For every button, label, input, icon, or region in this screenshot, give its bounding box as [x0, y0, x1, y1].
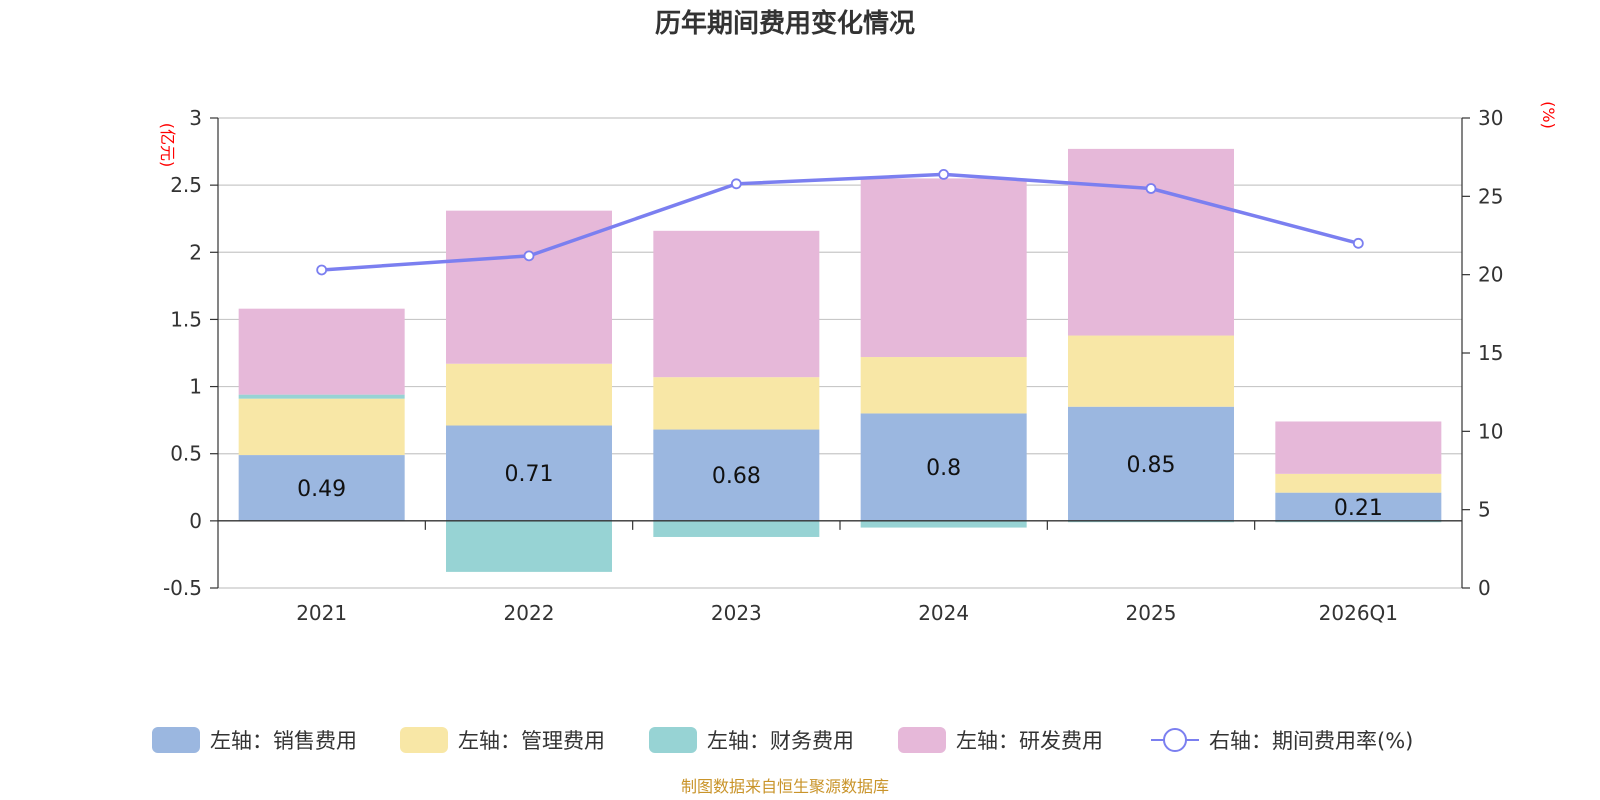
bar-2-2021 — [238, 398, 405, 456]
bar-2-2022 — [446, 363, 612, 426]
bar-1-2024 — [860, 413, 1027, 521]
bar-1-2025 — [1068, 406, 1234, 521]
bar-1-2023 — [653, 429, 820, 521]
rate-point — [730, 178, 742, 190]
left-axis-tick-label: 2.5 — [170, 173, 202, 197]
source-note: 制图数据来自恒生聚源数据库 — [681, 777, 889, 796]
right-axis-tick-label: 25 — [1478, 184, 1503, 208]
bar-2-2024 — [860, 357, 1027, 414]
legend-swatch — [898, 727, 946, 753]
rate-point — [523, 250, 535, 262]
bar-3-2024 — [860, 520, 1027, 528]
x-axis-label: 2022 — [504, 601, 555, 625]
bar-1-2021 — [238, 455, 405, 521]
legend-swatch — [400, 727, 448, 753]
bar-4-2024 — [860, 178, 1027, 358]
legend-swatch-marker — [1163, 728, 1187, 752]
left-axis-tick-label: 3 — [189, 106, 202, 130]
bar-4-2026Q1 — [1275, 421, 1442, 474]
bar-4-2022 — [446, 210, 612, 364]
bar-2-2026Q1 — [1275, 473, 1442, 493]
x-axis-label: 2025 — [1126, 601, 1177, 625]
legend: 左轴：销售费用 左轴：管理费用 左轴：财务费用 左轴：研发费用 右轴：期间费用率(%) — [152, 727, 1413, 753]
rate-point — [938, 168, 950, 180]
bar-4-2023 — [653, 230, 820, 378]
bar-4-2021 — [238, 308, 405, 395]
bar-series — [238, 148, 1442, 572]
bar-3-2021 — [238, 394, 405, 399]
data-label: 0.8 — [926, 456, 961, 481]
right-axis-tick-label: 20 — [1478, 263, 1503, 287]
legend-label: 右轴：期间费用率(%) — [1209, 729, 1413, 753]
x-axis-label: 2024 — [918, 601, 969, 625]
left-axis-unit: (亿元) — [158, 123, 177, 168]
data-label: 0.68 — [712, 464, 761, 489]
right-axis-unit: (%) — [1539, 101, 1558, 129]
gridlines — [218, 117, 1462, 589]
legend-label: 左轴：财务费用 — [707, 729, 854, 753]
left-axis-tick-label: 0 — [189, 509, 202, 533]
bar-1-2022 — [446, 425, 612, 521]
legend-label: 左轴：销售费用 — [210, 729, 357, 753]
left-axis-tick-label: 0.5 — [170, 442, 202, 466]
bar-3-2023 — [653, 520, 820, 537]
x-axis-label: 2023 — [711, 601, 762, 625]
rate-point — [1352, 237, 1364, 249]
legend-swatch — [152, 727, 200, 753]
legend-label: 左轴：研发费用 — [956, 729, 1103, 753]
left-axis-tick-label: 2 — [189, 240, 202, 264]
x-axis-label: 2026Q1 — [1319, 601, 1398, 625]
data-label: 0.85 — [1127, 453, 1176, 478]
right-axis-tick-label: 5 — [1478, 498, 1491, 522]
left-axis-tick-label: 1 — [189, 375, 202, 399]
legend-swatch — [649, 727, 697, 753]
rate-line-series — [316, 168, 1364, 276]
right-axis-tick-label: 10 — [1478, 419, 1503, 443]
left-axis-tick-label: -0.5 — [163, 576, 202, 600]
rate-point — [1145, 183, 1157, 194]
rate-line — [321, 172, 1359, 272]
bar-4-2025 — [1068, 148, 1234, 336]
bar-3-2022 — [446, 520, 612, 572]
right-axis-tick-label: 30 — [1478, 106, 1503, 130]
bar-2-2023 — [653, 377, 820, 430]
data-label: 0.21 — [1334, 496, 1383, 521]
bar-1-2026Q1 — [1275, 492, 1442, 521]
data-label: 0.49 — [297, 477, 346, 502]
rate-point — [316, 264, 328, 276]
chart-title: 历年期间费用变化情况 — [655, 8, 915, 39]
bar-2-2025 — [1068, 335, 1234, 407]
data-labels: 0.49 0.71 0.68 0.8 0.85 0.21 — [297, 453, 1383, 521]
legend-label: 左轴：管理费用 — [458, 729, 605, 753]
right-axis-tick-label: 15 — [1478, 341, 1503, 365]
left-axis-tick-label: 1.5 — [170, 307, 202, 331]
right-axis-tick-label: 0 — [1478, 576, 1491, 600]
data-label: 0.71 — [505, 462, 554, 487]
x-axis-label: 2021 — [296, 601, 347, 625]
